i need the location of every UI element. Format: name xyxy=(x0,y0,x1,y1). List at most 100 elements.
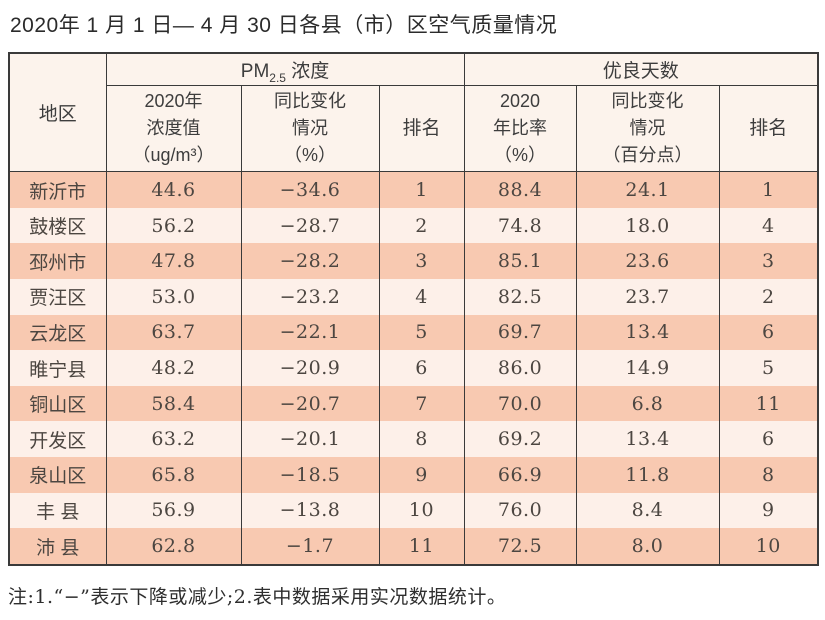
region-cell: 开发区 xyxy=(8,421,107,458)
gd-rank-cell: 5 xyxy=(718,350,819,386)
gd-change-cell: 23.7 xyxy=(575,279,720,315)
region-cell: 丰 县 xyxy=(8,492,107,529)
gd-change-cell: 14.9 xyxy=(575,350,720,386)
table-header: 地区 PM2.5 浓度 优良天数 2020年 浓度值 （ug/m³） 同比变化 … xyxy=(8,52,819,173)
gd-rate-cell: 86.0 xyxy=(463,350,577,386)
pm25-label: PM2.5 浓度 xyxy=(240,61,330,86)
header-pm-change: 同比变化 情况 （%） xyxy=(240,85,380,173)
header-gd-rate: 2020 年比率 （%） xyxy=(463,85,577,173)
footnote: 注:1.“−”表示下降或减少;2.表中数据采用实况数据统计。 xyxy=(8,585,507,608)
pm-rank-cell: 1 xyxy=(378,171,465,208)
gd-change-cell: 24.1 xyxy=(575,171,720,208)
air-quality-table: 地区 PM2.5 浓度 优良天数 2020年 浓度值 （ug/m³） 同比变化 … xyxy=(8,52,820,566)
table-row: 泉山区 65.8 −18.5 9 66.9 11.8 8 xyxy=(8,457,819,493)
gd-rate-cell: 66.9 xyxy=(463,457,577,493)
pm-value-cell: 53.0 xyxy=(105,279,242,315)
gd-rate-cell: 76.0 xyxy=(463,492,577,529)
table-body: 新沂市 44.6 −34.6 1 88.4 24.1 1 鼓楼区 56.2 −28.7 2 74.8 1… xyxy=(8,171,819,565)
gd-rate-cell: 70.0 xyxy=(463,385,577,422)
region-cell: 睢宁县 xyxy=(8,350,107,386)
gd-change-cell: 8.4 xyxy=(575,492,720,529)
pm-change-cell: −1.7 xyxy=(240,528,380,565)
pm-change-cell: −34.6 xyxy=(240,171,380,208)
gd-rank-cell: 1 xyxy=(718,171,819,208)
table-row: 贾汪区 53.0 −23.2 4 82.5 23.7 2 xyxy=(8,279,819,315)
gd-rate-cell: 69.7 xyxy=(463,314,577,351)
header-gooddays-group: 优良天数 xyxy=(463,52,819,87)
gd-change-cell: 23.6 xyxy=(575,243,720,280)
gd-change-cell: 11.8 xyxy=(575,457,720,493)
pm-value-cell: 56.2 xyxy=(105,207,242,244)
gd-rate-cell: 69.2 xyxy=(463,421,577,458)
pm-value-cell: 63.2 xyxy=(105,421,242,458)
pm-change-cell: −20.9 xyxy=(240,350,380,386)
gd-rank-cell: 8 xyxy=(718,457,819,493)
region-cell: 新沂市 xyxy=(8,171,107,208)
region-cell: 贾汪区 xyxy=(8,279,107,315)
pm-change-cell: −22.1 xyxy=(240,314,380,351)
table-row: 丰 县 56.9 −13.8 10 76.0 8.4 9 xyxy=(8,492,819,529)
table-row: 云龙区 63.7 −22.1 5 69.7 13.4 6 xyxy=(8,314,819,351)
region-cell: 泉山区 xyxy=(8,457,107,493)
gd-rank-cell: 6 xyxy=(718,421,819,458)
gd-change-cell: 6.8 xyxy=(575,385,720,422)
gd-rank-cell: 2 xyxy=(718,279,819,315)
gd-change-cell: 18.0 xyxy=(575,207,720,244)
pm-change-cell: −28.2 xyxy=(240,243,380,280)
pm-rank-cell: 10 xyxy=(378,492,465,529)
table-row: 鼓楼区 56.2 −28.7 2 74.8 18.0 4 xyxy=(8,207,819,244)
pm-value-cell: 44.6 xyxy=(105,171,242,208)
table-row: 沛 县 62.8 −1.7 11 72.5 8.0 10 xyxy=(8,528,819,565)
gd-change-cell: 8.0 xyxy=(575,528,720,565)
pm-rank-cell: 8 xyxy=(378,421,465,458)
table-row: 开发区 63.2 −20.1 8 69.2 13.4 6 xyxy=(8,421,819,458)
pm-value-cell: 62.8 xyxy=(105,528,242,565)
region-cell: 邳州市 xyxy=(8,243,107,280)
pm-change-cell: −20.7 xyxy=(240,385,380,422)
table-row: 睢宁县 48.2 −20.9 6 86.0 14.9 5 xyxy=(8,350,819,386)
pm-rank-cell: 6 xyxy=(378,350,465,386)
region-cell: 沛 县 xyxy=(8,528,107,565)
gd-rank-cell: 9 xyxy=(718,492,819,529)
table-row: 铜山区 58.4 −20.7 7 70.0 6.8 11 xyxy=(8,385,819,422)
pm-value-cell: 65.8 xyxy=(105,457,242,493)
pm-change-cell: −28.7 xyxy=(240,207,380,244)
gd-rank-cell: 3 xyxy=(718,243,819,280)
header-pm-value: 2020年 浓度值 （ug/m³） xyxy=(105,85,242,173)
header-sub-row: 2020年 浓度值 （ug/m³） 同比变化 情况 （%） 排名 2020 年比… xyxy=(9,85,819,173)
gd-rate-cell: 88.4 xyxy=(463,171,577,208)
region-cell: 铜山区 xyxy=(8,385,107,422)
header-gd-rank: 排名 xyxy=(718,85,819,173)
pm-change-cell: −18.5 xyxy=(240,457,380,493)
gd-rank-cell: 6 xyxy=(718,314,819,351)
pm-change-cell: −13.8 xyxy=(240,492,380,529)
table-row: 新沂市 44.6 −34.6 1 88.4 24.1 1 xyxy=(8,171,819,208)
region-cell: 鼓楼区 xyxy=(8,207,107,244)
pm-rank-cell: 9 xyxy=(378,457,465,493)
pm-change-cell: −23.2 xyxy=(240,279,380,315)
pm-value-cell: 47.8 xyxy=(105,243,242,280)
header-region: 地区 xyxy=(8,52,107,173)
pm-rank-cell: 7 xyxy=(378,385,465,422)
pm-value-cell: 48.2 xyxy=(105,350,242,386)
gd-change-cell: 13.4 xyxy=(575,421,720,458)
region-cell: 云龙区 xyxy=(8,314,107,351)
gd-change-cell: 13.4 xyxy=(575,314,720,351)
gd-rate-cell: 72.5 xyxy=(463,528,577,565)
pm-rank-cell: 11 xyxy=(378,528,465,565)
gd-rate-cell: 85.1 xyxy=(463,243,577,280)
pm-value-cell: 63.7 xyxy=(105,314,242,351)
pm-value-cell: 58.4 xyxy=(105,385,242,422)
gd-rank-cell: 4 xyxy=(718,207,819,244)
header-gd-change: 同比变化 情况 （百分点） xyxy=(575,85,720,173)
table-row: 邳州市 47.8 −28.2 3 85.1 23.6 3 xyxy=(8,243,819,280)
header-group-row: 地区 PM2.5 浓度 优良天数 xyxy=(8,52,819,173)
page-title: 2020年 1 月 1 日— 4 月 30 日各县（市）区空气质量情况 xyxy=(10,14,558,37)
header-pm-rank: 排名 xyxy=(378,85,465,173)
header-pm25-group: PM2.5 浓度 xyxy=(105,52,465,87)
pm-value-cell: 56.9 xyxy=(105,492,242,529)
pm-rank-cell: 2 xyxy=(378,207,465,244)
gd-rank-cell: 11 xyxy=(718,385,819,422)
pm-rank-cell: 5 xyxy=(378,314,465,351)
